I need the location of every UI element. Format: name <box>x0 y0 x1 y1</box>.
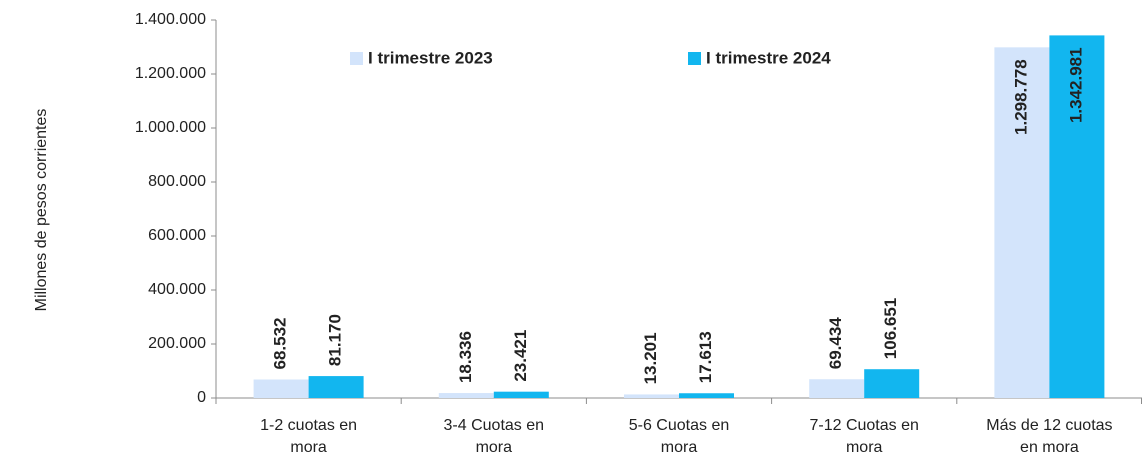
x-tick-label: 1-2 cuotas en mora <box>260 417 357 456</box>
y-tick-label: 1.400.000 <box>135 11 206 28</box>
x-tick-label: 3-4 Cuotas en mora <box>444 417 545 456</box>
bar <box>1049 35 1105 398</box>
data-label: 81.170 <box>326 314 345 366</box>
data-label: 1.298.778 <box>1011 59 1030 135</box>
bar <box>624 394 679 398</box>
bar <box>864 369 920 398</box>
legend-swatch <box>688 52 701 65</box>
y-tick-label: 1.200.000 <box>135 65 206 82</box>
y-tick-label: 1.000.000 <box>135 119 206 136</box>
x-tick-label: 7-12 Cuotas en mora <box>809 417 918 456</box>
y-axis-label: Millones de pesos corrientes <box>33 109 50 312</box>
bar <box>308 376 364 398</box>
x-tick-label: 5-6 Cuotas en mora <box>629 417 730 456</box>
legend-label: I trimestre 2024 <box>706 48 831 67</box>
y-tick-label: 200.000 <box>148 335 206 352</box>
data-label: 23.421 <box>511 330 530 382</box>
x-tick-label: Más de 12 cuotas en mora <box>986 417 1112 456</box>
bar <box>438 393 494 398</box>
legend-label: I trimestre 2023 <box>368 48 493 67</box>
data-label: 17.613 <box>696 331 715 383</box>
bar <box>679 393 734 398</box>
bar <box>809 379 865 398</box>
y-tick-label: 400.000 <box>148 281 206 298</box>
data-label: 106.651 <box>881 298 900 359</box>
y-tick-label: 800.000 <box>148 173 206 190</box>
legend-swatch <box>350 52 363 65</box>
data-label: 1.342.981 <box>1066 47 1085 123</box>
bar <box>253 379 309 398</box>
y-tick-label: 0 <box>197 389 206 406</box>
bar <box>493 391 549 398</box>
data-label: 68.532 <box>271 317 290 369</box>
data-label: 18.336 <box>456 331 475 383</box>
data-label: 69.434 <box>826 317 845 370</box>
y-tick-label: 600.000 <box>148 227 206 244</box>
data-label: 13.201 <box>641 332 660 384</box>
bar <box>994 47 1050 398</box>
